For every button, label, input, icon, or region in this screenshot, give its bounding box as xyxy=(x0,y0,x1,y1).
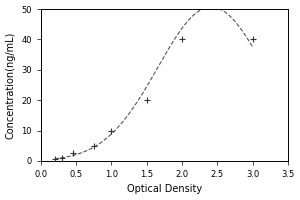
Y-axis label: Concentration(ng/mL): Concentration(ng/mL) xyxy=(6,31,16,139)
X-axis label: Optical Density: Optical Density xyxy=(127,184,202,194)
